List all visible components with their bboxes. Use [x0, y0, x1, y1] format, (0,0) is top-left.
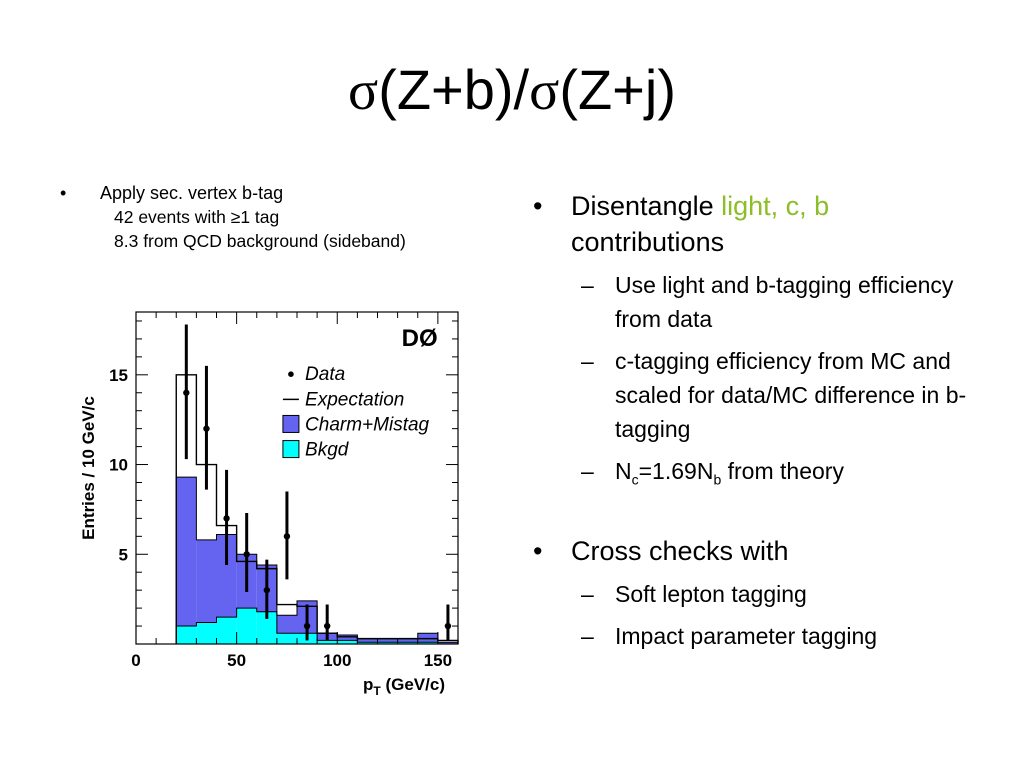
charm-mistag-bar: [437, 642, 458, 644]
legend-bkgd-swatch: [282, 440, 300, 459]
charm-mistag-bar: [377, 638, 398, 643]
y-axis-label: Entries / 10 GeV/c: [79, 396, 98, 540]
sub-bullet-soft-lepton: – Soft lepton tagging: [581, 577, 1003, 611]
data-point: [243, 551, 250, 558]
cross-checks-text: Cross checks with: [571, 535, 789, 566]
nc-text-b: =1.69N: [638, 458, 714, 484]
right-column: • Disentangle light, c, b contributions …: [533, 188, 1003, 653]
bullet-icon: •: [60, 183, 67, 203]
legend-charm-swatch: [282, 414, 300, 433]
charm-mistag-outline: [175, 476, 459, 644]
left-bullet-item: • Apply sec. vertex b-tag: [60, 182, 510, 204]
legend-label: Expectation: [305, 389, 404, 410]
legend-label: Bkgd: [305, 440, 350, 461]
histogram-figure: 0 50 100 150 5 10 15 DØ Data Expectation Charm+Mis…: [72, 292, 472, 704]
slide-title: σ(Z+b)/σ(Z+j): [0, 58, 1024, 123]
bkgd-bar: [236, 608, 257, 644]
x-axis-label: pT (GeV/c): [363, 675, 445, 698]
bkgd-bar: [357, 642, 378, 644]
expectation-line: [175, 374, 459, 644]
charm-mistag-bar: [417, 633, 438, 643]
bkgd-bar: [276, 633, 297, 644]
charm-mistag-bar: [357, 638, 378, 643]
light-c-b-highlight: light, c, b: [721, 191, 830, 221]
sub-bullet-text: Use light and b-tagging efficiency from …: [615, 272, 954, 332]
bkgd-bar: [377, 642, 398, 644]
charm-mistag-bar: [176, 477, 197, 627]
bkgd-bar: [176, 626, 197, 644]
data-point: [223, 515, 230, 522]
bkgd-bar: [216, 617, 237, 644]
charm-mistag-bar: [397, 638, 418, 643]
x-tick-label: 100: [323, 651, 351, 670]
bkgd-bar: [317, 640, 338, 644]
data-point: [283, 533, 291, 540]
disentangle-text: Disentangle: [571, 191, 722, 221]
data-point: [183, 389, 190, 396]
data-point: [303, 622, 311, 630]
nc-sub-c: c: [631, 471, 639, 488]
data-point: [203, 425, 210, 432]
data-point: [263, 586, 271, 594]
title-sigma-1: σ: [348, 60, 379, 122]
nc-text-c: from theory: [721, 458, 844, 484]
bkgd-bar: [337, 640, 358, 644]
data-point: [323, 622, 331, 630]
sub-bullet-text: Soft lepton tagging: [615, 580, 807, 607]
bullet-cross-checks: • Cross checks with: [533, 533, 1003, 569]
dash-icon: –: [581, 272, 594, 298]
sub-bullet-c-tagging: – c-tagging efficiency from MC and scale…: [581, 344, 1003, 446]
dash-icon: –: [581, 580, 594, 607]
legend-data-marker: [288, 371, 294, 377]
left-sub-line-1: 42 events with ≥1 tag: [114, 207, 280, 227]
title-part-1: (Z+b)/: [378, 58, 530, 121]
bkgd-bar: [196, 622, 217, 644]
histogram-chart: 0 50 100 150 5 10 15 DØ Data Expectation Charm+Mis…: [79, 311, 459, 698]
x-tick-label: 50: [227, 651, 246, 670]
x-axis-label-p: p: [363, 675, 373, 694]
x-tick-label: 0: [131, 651, 140, 670]
y-tick-label: 15: [109, 366, 128, 385]
left-bullet-heading: Apply sec. vertex b-tag: [100, 183, 284, 203]
y-tick-label: 10: [109, 456, 128, 475]
dash-icon: –: [581, 348, 594, 374]
sub-bullet-light-b-efficiency: – Use light and b-tagging efficiency fro…: [581, 268, 1003, 336]
experiment-label: DØ: [402, 325, 438, 352]
x-tick-label: 150: [424, 651, 452, 670]
charm-mistag-bar: [276, 615, 297, 634]
x-axis-label-sub: T: [373, 684, 381, 698]
sub-bullet-text: Impact parameter tagging: [615, 622, 878, 649]
bkgd-outline: [175, 607, 458, 645]
nc-text-a: N: [615, 458, 632, 484]
bkgd-bar: [417, 642, 438, 644]
x-axis-label-rest: (GeV/c): [381, 675, 445, 694]
contributions-text: contributions: [571, 227, 725, 257]
bkgd-bar: [256, 611, 277, 644]
title-sigma-2: σ: [529, 60, 560, 122]
charm-mistag-bar: [196, 539, 217, 623]
bullet-disentangle: • Disentangle light, c, b contributions: [533, 188, 1003, 260]
title-part-2: (Z+j): [559, 58, 676, 121]
dash-icon: –: [581, 622, 594, 649]
charm-mistag-bar: [337, 635, 358, 641]
bkgd-bar: [397, 642, 418, 644]
legend-label: Charm+Mistag: [305, 414, 429, 435]
y-tick-label: 5: [119, 545, 128, 564]
charm-mistag-bar: [216, 534, 237, 618]
nc-sub-b: b: [713, 471, 722, 488]
left-column: • Apply sec. vertex b-tag 42 events with…: [60, 182, 510, 252]
dash-icon: –: [581, 458, 594, 484]
legend-label: Data: [305, 364, 345, 385]
sub-bullet-nc-ratio: – Nc=1.69Nb from theory: [581, 454, 1003, 497]
sub-bullet-impact-parameter: – Impact parameter tagging: [581, 619, 1003, 653]
data-point: [444, 622, 452, 630]
bullet-icon: •: [533, 191, 543, 221]
sub-bullet-text: c-tagging efficiency from MC and scaled …: [615, 348, 967, 442]
left-sub-line-2: 8.3 from QCD background (sideband): [114, 231, 406, 251]
bullet-icon: •: [533, 535, 543, 566]
